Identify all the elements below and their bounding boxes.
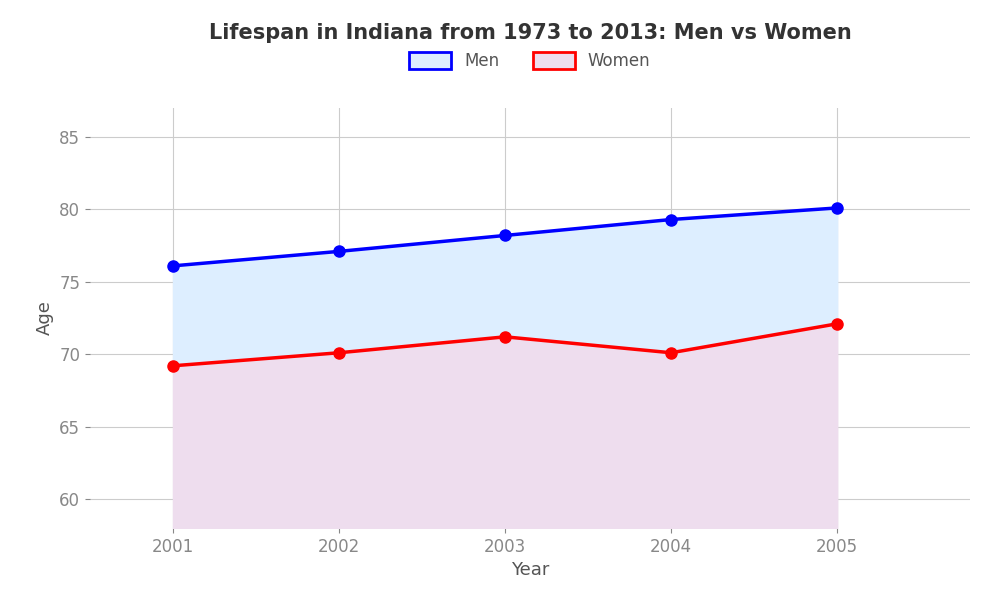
Line: Men: Men <box>167 202 843 271</box>
Men <box>333 248 345 255</box>
Y-axis label: Age: Age <box>36 301 54 335</box>
Women <box>333 349 345 356</box>
Women <box>831 320 843 328</box>
Women <box>167 362 179 370</box>
Line: Women: Women <box>167 318 843 371</box>
Legend: Men, Women: Men, Women <box>403 45 657 76</box>
X-axis label: Year: Year <box>511 561 549 579</box>
Title: Lifespan in Indiana from 1973 to 2013: Men vs Women: Lifespan in Indiana from 1973 to 2013: M… <box>209 23 851 43</box>
Women <box>665 349 677 356</box>
Women <box>499 333 511 340</box>
Men <box>831 205 843 212</box>
Men <box>499 232 511 239</box>
Men <box>167 262 179 269</box>
Men <box>665 216 677 223</box>
